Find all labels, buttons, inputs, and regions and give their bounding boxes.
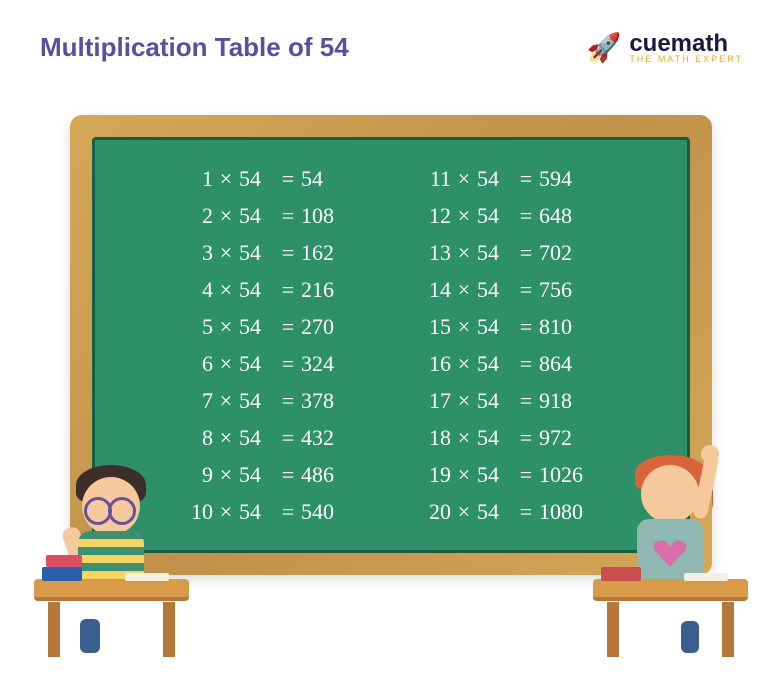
equation-row: 9×54=486 (183, 462, 361, 488)
equation-row: 20×54=1080 (421, 499, 599, 525)
equation-row: 8×54=432 (183, 425, 361, 451)
equation-row: 3×54=162 (183, 240, 361, 266)
equation-row: 10×54=540 (183, 499, 361, 525)
equation-row: 6×54=324 (183, 351, 361, 377)
equation-row: 2×54=108 (183, 203, 361, 229)
desk-icon (593, 579, 748, 657)
equations-right-column: 11×54=594 12×54=648 13×54=702 14×54=756 15×5… (421, 166, 599, 525)
brand-tagline: THE MATH EXPERT (629, 54, 743, 64)
brand-logo: 🚀 cuemath THE MATH EXPERT (586, 30, 743, 64)
boy-student-illustration (22, 447, 202, 667)
equation-row: 19×54=1026 (421, 462, 599, 488)
page-title: Multiplication Table of 54 (40, 32, 349, 63)
equation-row: 1×54=54 (183, 166, 361, 192)
desk-icon (34, 579, 189, 657)
equation-row: 15×54=810 (421, 314, 599, 340)
girl-student-illustration (581, 447, 761, 667)
rocket-icon: 🚀 (586, 31, 621, 64)
equation-row: 18×54=972 (421, 425, 599, 451)
equation-row: 12×54=648 (421, 203, 599, 229)
equation-row: 5×54=270 (183, 314, 361, 340)
equation-row: 17×54=918 (421, 388, 599, 414)
equation-row: 11×54=594 (421, 166, 599, 192)
equation-row: 13×54=702 (421, 240, 599, 266)
equation-row: 7×54=378 (183, 388, 361, 414)
equation-row: 4×54=216 (183, 277, 361, 303)
equation-row: 16×54=864 (421, 351, 599, 377)
equation-row: 14×54=756 (421, 277, 599, 303)
equations-left-column: 1×54=54 2×54=108 3×54=162 4×54=216 5×54=270 6… (183, 166, 361, 525)
